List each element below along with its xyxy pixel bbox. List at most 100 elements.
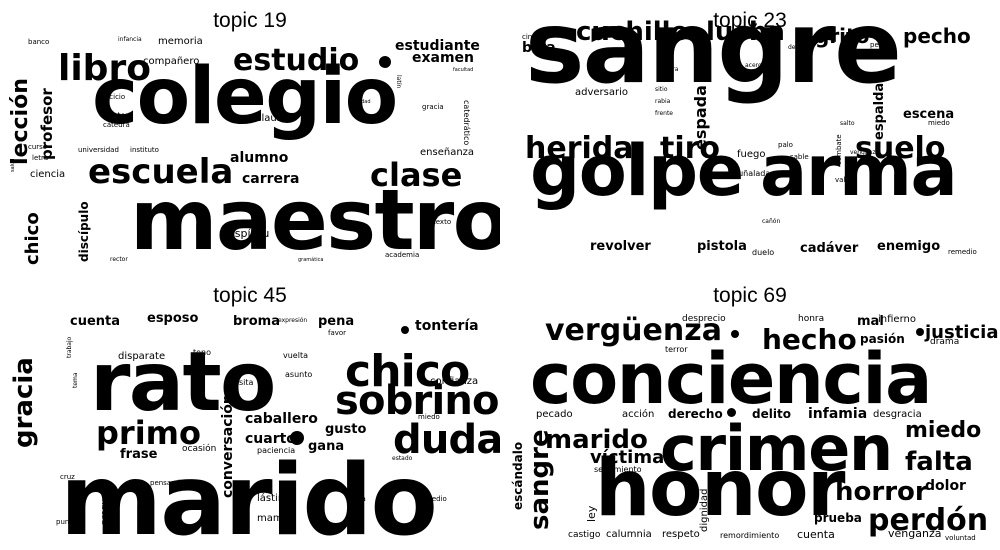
word: esposo (147, 310, 199, 326)
word: salud (10, 158, 16, 172)
word: duelo (752, 247, 775, 257)
word: cólera (660, 66, 679, 74)
word: ley (585, 505, 599, 522)
word: cuchillo (576, 17, 689, 48)
word: visita (232, 377, 254, 387)
word: pasión (860, 332, 905, 347)
word: gana (308, 438, 345, 454)
word: paciencia (257, 445, 296, 455)
word: claustro (256, 113, 296, 124)
word: desprecio (682, 313, 726, 324)
panel-topic-19: topic 19 maestro colegio escuela libro estud… (0, 0, 500, 275)
word: voluntad (945, 534, 976, 543)
word: terror (665, 344, 688, 354)
word: tontería (415, 317, 479, 334)
word: caballero (245, 410, 318, 427)
word: estudio (233, 43, 360, 78)
word: punto (56, 518, 77, 527)
word: cintura (522, 33, 547, 42)
word: facultad (453, 67, 474, 73)
word: banco (28, 38, 50, 47)
word: remedio (948, 248, 977, 257)
word: estudiante (395, 37, 480, 54)
word: academia (385, 251, 420, 260)
word: víctima (590, 446, 665, 468)
word: revolver (590, 238, 651, 254)
word: aula (350, 203, 365, 212)
bullet-dot (401, 326, 409, 334)
word: espíritu (228, 227, 270, 241)
word: salto (840, 120, 855, 128)
word: venganza (850, 149, 880, 157)
word: grito (815, 24, 870, 48)
word: mal (857, 313, 884, 329)
word: doctor (103, 110, 129, 120)
word: letra (32, 154, 49, 163)
word: infierno (878, 314, 916, 325)
word: falta (350, 495, 366, 504)
word: gramática (298, 257, 324, 263)
word: adversario (575, 87, 629, 98)
word: golpe (530, 130, 744, 212)
word: pena (318, 313, 355, 329)
word: herida (525, 131, 634, 166)
word: sobrino (335, 378, 500, 424)
word: tiro (660, 131, 721, 166)
word: bala (522, 39, 556, 56)
word: sable (790, 153, 809, 162)
word: broma (233, 313, 280, 329)
panel-topic-23: topic 23 sangre golpe arma cuchillo lucha gri… (500, 0, 1000, 275)
word: honor (595, 443, 845, 534)
word: miedo (905, 418, 982, 444)
word: perdón (868, 503, 989, 538)
word: pregunta (99, 484, 110, 525)
word: derecho (668, 407, 723, 422)
word: conversación (219, 394, 236, 498)
word: rabia (655, 98, 671, 106)
bullet-dot (731, 330, 739, 338)
bullet-dot (290, 431, 304, 445)
word: honra (798, 313, 825, 324)
word: puñalada (733, 168, 771, 178)
word: instituto (130, 146, 159, 155)
word: víctima (870, 54, 893, 62)
word: escuela (88, 151, 234, 192)
word: alumno (230, 149, 289, 166)
word: sangre (525, 429, 556, 530)
word: cruz (60, 473, 75, 482)
word: infamia (808, 405, 868, 422)
word: ejercicio (96, 93, 126, 102)
word: confianza (430, 376, 479, 387)
word: castigo (568, 529, 601, 540)
word: pecho (903, 24, 971, 48)
word: marido (545, 425, 648, 456)
word: libro (58, 48, 151, 90)
word: lástima (257, 493, 294, 504)
word: favor (328, 329, 347, 338)
bullet-dot (379, 56, 391, 68)
word: pecado (536, 409, 573, 420)
word: examen (412, 49, 475, 66)
word: lucha (706, 17, 785, 48)
word: clase (370, 156, 463, 195)
word: ser (814, 498, 827, 508)
bullet-dot (916, 328, 924, 336)
word: suelo (855, 131, 946, 166)
word: palo (778, 141, 793, 150)
word: cuenta (70, 313, 121, 329)
word: sentimiento (594, 464, 642, 474)
word: colegio (92, 51, 398, 142)
word: horror (835, 477, 928, 508)
panel-topic-45: topic 45 marido rato chico sobrino duda primo… (0, 275, 500, 550)
word: falta (905, 447, 973, 478)
panel-title: topic 69 (713, 284, 787, 307)
word: remordimiento (720, 530, 780, 540)
word: peligro (870, 41, 895, 50)
word: disparate (118, 351, 166, 362)
word: rector (110, 256, 128, 264)
word: espada (691, 85, 711, 150)
word: maestro (130, 170, 500, 269)
word: expresión (278, 317, 308, 325)
word: gracia (9, 357, 40, 448)
word: lección (8, 78, 34, 165)
